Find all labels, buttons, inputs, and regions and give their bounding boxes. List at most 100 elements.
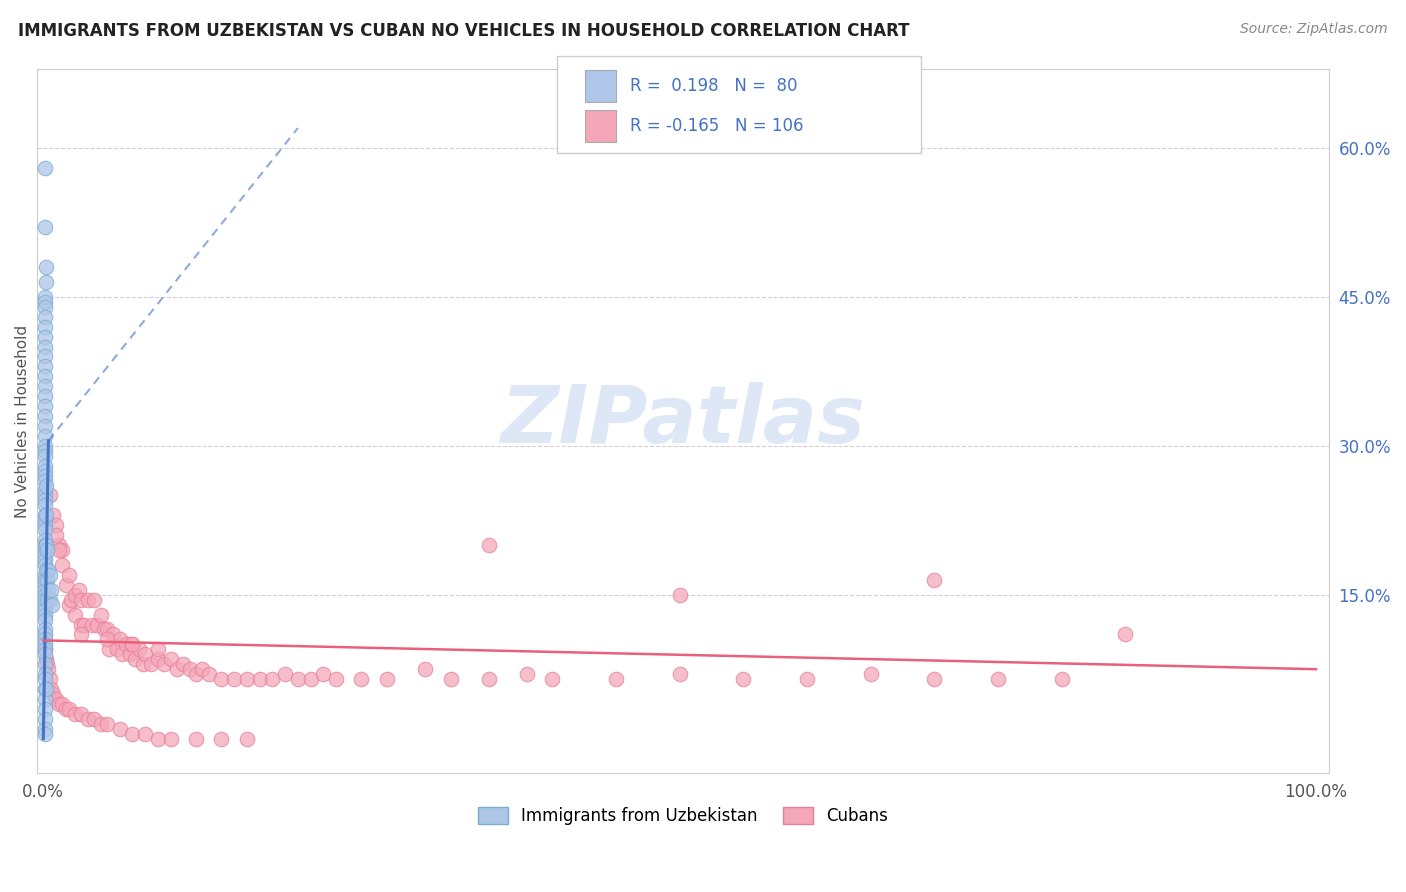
Point [34,642,56,657]
Point [224,672,246,686]
Point [131,657,153,672]
Point [121,637,143,651]
Point [42,687,65,701]
Point [274,667,297,681]
Point [121,637,143,651]
Point [34,483,56,498]
Point [105,642,128,657]
Point [48,697,70,711]
Point [35,652,58,666]
Point [35,563,58,577]
Point [34,443,56,458]
Point [34,543,56,558]
Point [146,652,169,666]
Point [35,275,58,289]
Point [34,613,56,627]
Point [34,657,56,672]
Point [34,474,56,488]
Point [541,672,564,686]
Point [796,672,818,686]
Point [184,667,207,681]
Point [34,607,56,622]
Point [34,518,56,533]
Point [37,543,59,558]
Point [668,667,690,681]
Point [922,573,945,587]
Point [58,598,80,612]
Point [39,681,62,696]
Point [96,623,118,637]
Point [34,712,56,726]
Point [34,300,56,314]
Point [34,508,56,523]
Point [987,672,1010,686]
Point [35,478,58,492]
Point [478,538,501,552]
Point [34,499,56,513]
Point [34,727,56,741]
Point [34,409,56,423]
Text: IMMIGRANTS FROM UZBEKISTAN VS CUBAN NO VEHICLES IN HOUSEHOLD CORRELATION CHART: IMMIGRANTS FROM UZBEKISTAN VS CUBAN NO V… [18,22,910,40]
Point [350,672,373,686]
Point [83,712,105,726]
Point [197,667,219,681]
Point [34,449,56,463]
Point [859,667,882,681]
Point [73,617,96,632]
Point [34,310,56,324]
Point [1114,627,1136,641]
Point [34,533,56,548]
Point [121,727,143,741]
Point [34,369,56,384]
Point [34,558,56,572]
Point [35,260,58,274]
Point [134,727,156,741]
Point [34,513,56,527]
Point [34,161,56,175]
Point [118,648,141,662]
Point [48,538,70,552]
Point [70,592,93,607]
Point [76,592,98,607]
Point [34,722,56,736]
Point [733,672,755,686]
Point [34,578,56,592]
Point [128,642,150,657]
Point [236,731,259,746]
Point [34,439,56,453]
Point [287,672,309,686]
Point [184,731,207,746]
Point [51,543,73,558]
Point [922,672,945,686]
Point [34,567,56,582]
Point [63,706,86,721]
Point [70,627,93,641]
Point [96,632,118,647]
Point [141,657,163,672]
Point [41,598,63,612]
Point [34,588,56,602]
Point [51,558,73,572]
Point [115,637,138,651]
Point [34,667,56,681]
Point [34,488,56,502]
Point [34,582,56,597]
Point [124,652,146,666]
Point [34,548,56,562]
Point [325,672,347,686]
Point [34,319,56,334]
Point [60,592,83,607]
Point [96,716,118,731]
Point [134,648,156,662]
Point [179,662,201,676]
Point [34,637,56,651]
Point [34,523,56,537]
Point [478,672,501,686]
Point [211,672,233,686]
Point [38,592,60,607]
Point [34,642,56,657]
Y-axis label: No Vehicles in Household: No Vehicles in Household [15,325,30,517]
Point [34,623,56,637]
Point [34,538,56,552]
Point [34,627,56,641]
